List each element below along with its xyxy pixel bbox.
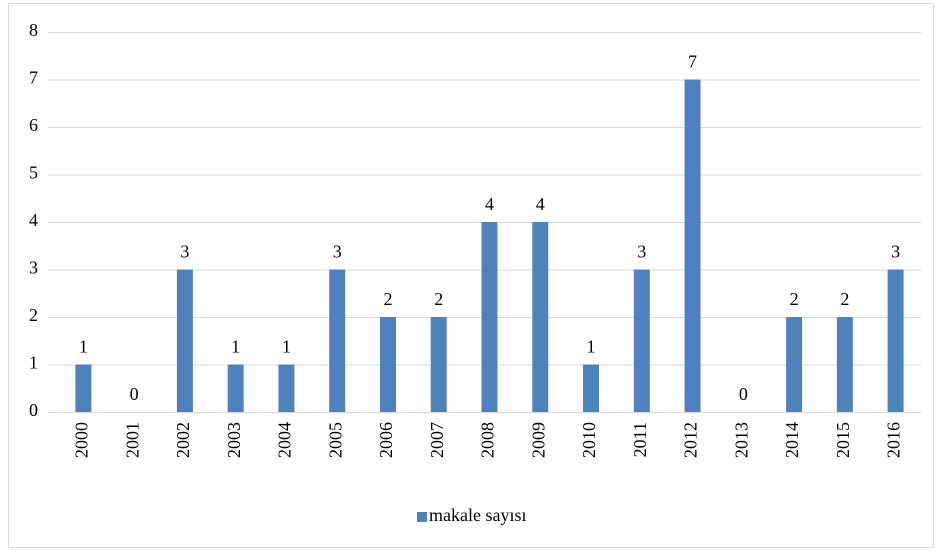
x-tick-label: 2002 (173, 422, 193, 458)
x-tick-label: 2010 (579, 422, 599, 458)
bar (227, 364, 244, 412)
legend-swatch (417, 512, 427, 522)
y-tick-label: 2 (29, 305, 38, 325)
x-tick-label: 2000 (72, 422, 92, 458)
data-label: 2 (840, 289, 849, 309)
x-tick-label: 2014 (782, 422, 802, 458)
x-tick-label: 2016 (884, 422, 904, 458)
bar (430, 317, 447, 412)
bar (75, 364, 92, 412)
y-tick-label: 7 (29, 68, 38, 88)
data-label: 2 (790, 289, 799, 309)
bar (887, 269, 904, 412)
data-label: 3 (333, 242, 342, 262)
x-tick-label: 2003 (224, 422, 244, 458)
bar (684, 79, 701, 412)
bar (583, 364, 600, 412)
x-tick-label: 2005 (325, 422, 345, 458)
bar (532, 222, 549, 412)
y-tick-label: 1 (29, 353, 38, 373)
data-label: 1 (282, 337, 291, 357)
data-label: 0 (739, 384, 748, 404)
data-label: 3 (891, 242, 900, 262)
bar (278, 364, 295, 412)
data-label: 2 (383, 289, 392, 309)
data-label: 4 (536, 194, 545, 214)
bar (176, 269, 193, 412)
x-tick-label: 2013 (731, 422, 751, 458)
x-tick-label: 2015 (833, 422, 853, 458)
data-label: 1 (79, 337, 88, 357)
bar (481, 222, 498, 412)
y-tick-label: 8 (29, 20, 38, 40)
x-tick-label: 2012 (681, 422, 701, 458)
chart-border (8, 3, 934, 548)
x-tick-label: 2007 (427, 422, 447, 458)
data-label: 0 (130, 384, 139, 404)
data-label: 4 (485, 194, 494, 214)
bar (329, 269, 346, 412)
x-tick-label: 2009 (528, 422, 548, 458)
data-label: 1 (231, 337, 240, 357)
bar (836, 317, 853, 412)
data-label: 1 (587, 337, 596, 357)
y-tick-label: 5 (29, 163, 38, 183)
data-label: 2 (434, 289, 443, 309)
bar (786, 317, 803, 412)
data-label: 3 (637, 242, 646, 262)
y-tick-label: 3 (29, 258, 38, 278)
x-tick-label: 2004 (275, 422, 295, 458)
legend-label: makale sayısı (429, 505, 526, 525)
bar (633, 269, 650, 412)
x-tick-label: 2011 (630, 422, 650, 457)
data-label: 7 (688, 52, 697, 72)
bar (379, 317, 396, 412)
x-tick-label: 2001 (122, 422, 142, 458)
y-tick-label: 6 (29, 115, 38, 135)
y-tick-label: 0 (29, 400, 38, 420)
data-label: 3 (180, 242, 189, 262)
x-tick-label: 2008 (478, 422, 498, 458)
y-tick-label: 4 (29, 210, 38, 230)
x-tick-label: 2006 (376, 422, 396, 458)
